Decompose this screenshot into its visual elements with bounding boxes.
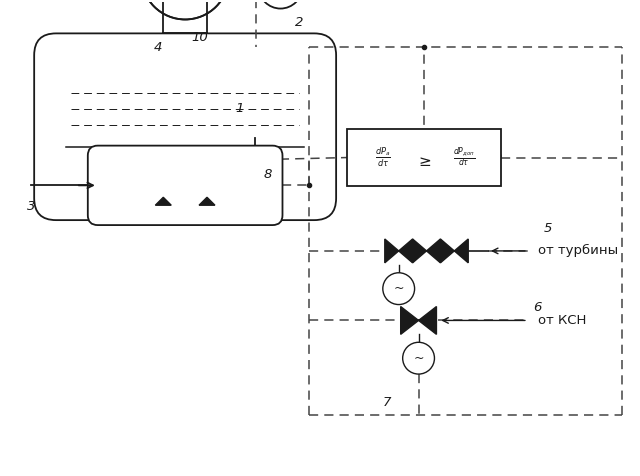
- Polygon shape: [419, 307, 436, 334]
- Text: 7: 7: [383, 397, 391, 409]
- Text: ~: ~: [394, 282, 404, 295]
- Text: 9: 9: [494, 152, 502, 165]
- Text: от КСН: от КСН: [538, 314, 586, 327]
- Polygon shape: [440, 239, 454, 263]
- Text: 8: 8: [264, 168, 272, 181]
- Text: 4: 4: [154, 41, 163, 54]
- FancyBboxPatch shape: [34, 33, 336, 220]
- Text: 6: 6: [534, 301, 542, 314]
- FancyBboxPatch shape: [347, 129, 501, 186]
- Text: 10: 10: [191, 31, 209, 44]
- Polygon shape: [156, 197, 172, 205]
- FancyBboxPatch shape: [88, 146, 282, 225]
- Text: $\geq$: $\geq$: [417, 154, 433, 169]
- Polygon shape: [401, 307, 419, 334]
- Circle shape: [403, 342, 435, 374]
- Polygon shape: [413, 239, 426, 263]
- Circle shape: [383, 273, 415, 305]
- Text: $\frac{dP_a}{d\tau}$: $\frac{dP_a}{d\tau}$: [375, 146, 391, 169]
- Circle shape: [259, 0, 302, 9]
- Polygon shape: [454, 239, 468, 263]
- Text: 1: 1: [236, 102, 244, 115]
- Polygon shape: [199, 197, 215, 205]
- Polygon shape: [385, 239, 399, 263]
- Text: 5: 5: [543, 221, 552, 235]
- Polygon shape: [399, 239, 413, 263]
- Polygon shape: [426, 239, 440, 263]
- Text: ~: ~: [413, 352, 424, 365]
- Text: 3: 3: [27, 200, 35, 213]
- Text: $\frac{dP_{доп}}{d\tau}$: $\frac{dP_{доп}}{d\tau}$: [453, 146, 476, 169]
- Text: от турбины: от турбины: [538, 244, 618, 258]
- Text: 2: 2: [295, 16, 303, 29]
